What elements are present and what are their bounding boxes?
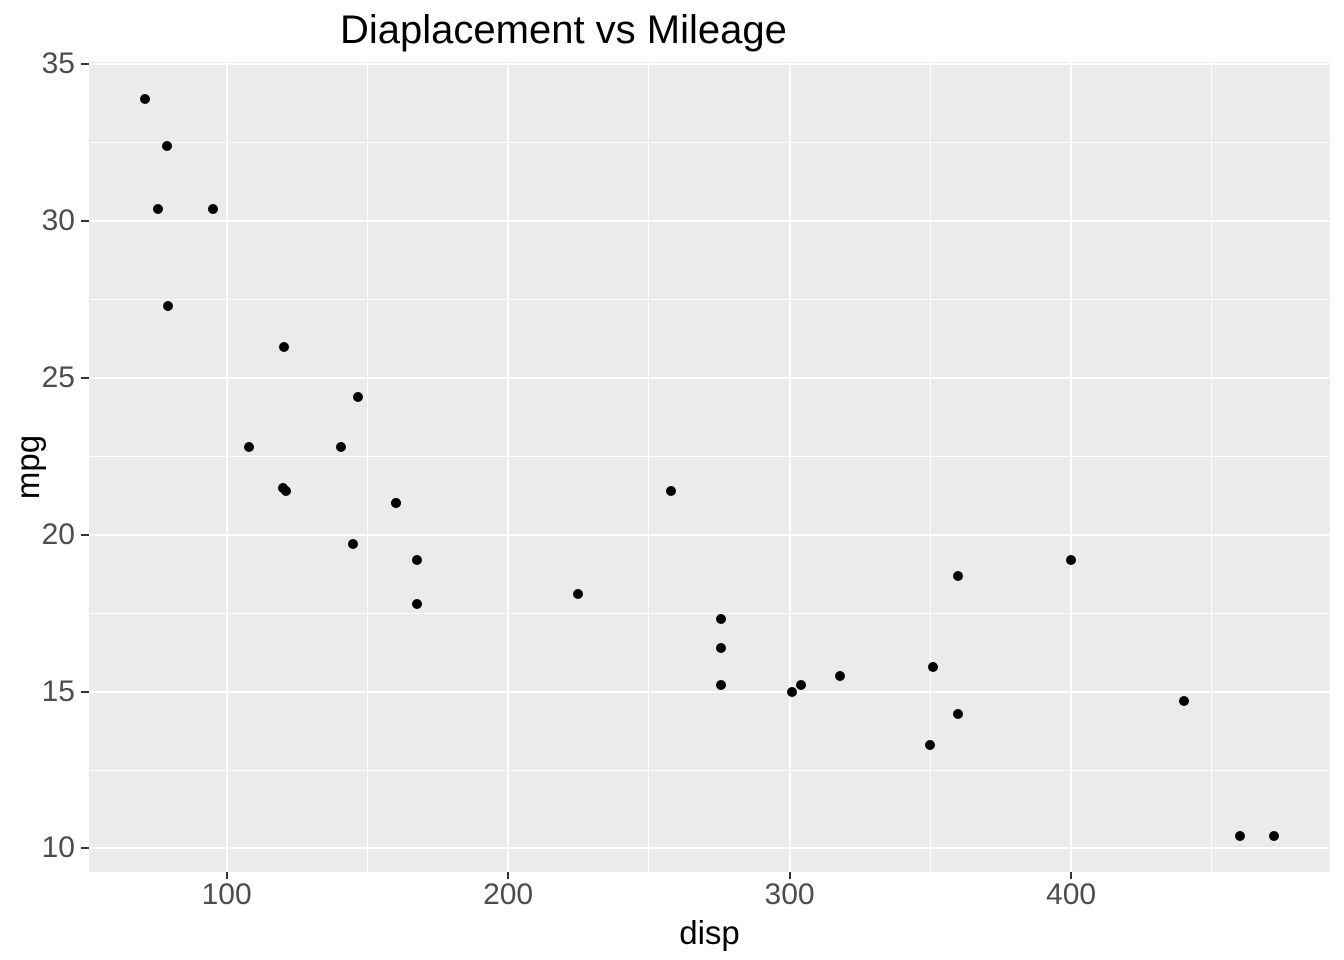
data-point: [928, 661, 939, 672]
y-axis-tick: [81, 376, 89, 379]
data-point: [348, 539, 359, 550]
gridline-minor-horizontal: [89, 142, 1330, 144]
data-point: [787, 686, 798, 697]
data-point: [716, 614, 727, 625]
x-axis-tick: [788, 872, 791, 879]
x-tick-label: 400: [1046, 878, 1097, 911]
x-tick-label: 200: [483, 878, 534, 911]
y-tick-label: 20: [41, 517, 75, 551]
gridline-major-vertical: [1070, 62, 1073, 872]
data-point: [353, 391, 364, 402]
y-axis-tick: [81, 533, 89, 536]
gridline-minor-vertical: [366, 62, 368, 872]
y-tick-label: 30: [41, 204, 75, 238]
data-point: [336, 441, 347, 452]
gridline-minor-vertical: [1211, 62, 1213, 872]
data-point: [835, 670, 846, 681]
data-point: [390, 498, 401, 509]
gridline-major-horizontal: [89, 690, 1330, 693]
data-point: [795, 680, 806, 691]
y-axis-tick: [81, 63, 89, 66]
data-point: [278, 341, 289, 352]
plot-panel: [89, 62, 1330, 872]
gridline-major-horizontal: [89, 533, 1330, 536]
y-tick-label: 15: [41, 674, 75, 708]
x-axis-tick: [1070, 872, 1073, 879]
data-point: [161, 140, 172, 151]
x-axis-tick: [225, 872, 228, 879]
y-axis-tick: [81, 690, 89, 693]
data-point: [925, 739, 936, 750]
gridline-major-horizontal: [89, 63, 1330, 66]
data-point: [666, 485, 677, 496]
y-axis-title: mpg: [9, 434, 46, 500]
y-tick-label: 25: [41, 360, 75, 394]
data-point: [1268, 830, 1279, 841]
data-point: [411, 598, 422, 609]
data-point: [573, 589, 584, 600]
gridline-major-horizontal: [89, 220, 1330, 223]
x-axis-title: disp: [679, 914, 740, 951]
gridline-major-horizontal: [89, 376, 1330, 379]
y-tick-label: 35: [41, 47, 75, 81]
x-axis-tick: [507, 872, 510, 879]
data-point: [280, 485, 291, 496]
y-axis-tick: [81, 220, 89, 223]
gridline-minor-horizontal: [89, 455, 1330, 457]
gridline-minor-horizontal: [89, 769, 1330, 771]
data-point: [1234, 830, 1245, 841]
data-point: [953, 708, 964, 719]
data-point: [716, 642, 727, 653]
data-point: [1178, 696, 1189, 707]
gridline-minor-horizontal: [89, 612, 1330, 614]
data-point: [207, 203, 218, 214]
data-point: [153, 203, 164, 214]
gridline-major-horizontal: [89, 847, 1330, 850]
y-axis-tick: [81, 847, 89, 850]
gridline-major-vertical: [507, 62, 510, 872]
gridline-minor-vertical: [929, 62, 931, 872]
gridline-minor-vertical: [648, 62, 650, 872]
gridline-major-vertical: [225, 62, 228, 872]
y-tick-label: 10: [41, 831, 75, 865]
plot-title: Diaplacement vs Mileage: [340, 8, 787, 52]
x-tick-label: 300: [764, 878, 815, 911]
gridline-major-vertical: [788, 62, 791, 872]
data-point: [1066, 554, 1077, 565]
data-point: [244, 441, 255, 452]
data-point: [716, 680, 727, 691]
data-point: [162, 300, 173, 311]
data-point: [953, 570, 964, 581]
gridline-minor-horizontal: [89, 298, 1330, 300]
x-tick-label: 100: [201, 878, 252, 911]
data-point: [140, 93, 151, 104]
data-point: [411, 554, 422, 565]
